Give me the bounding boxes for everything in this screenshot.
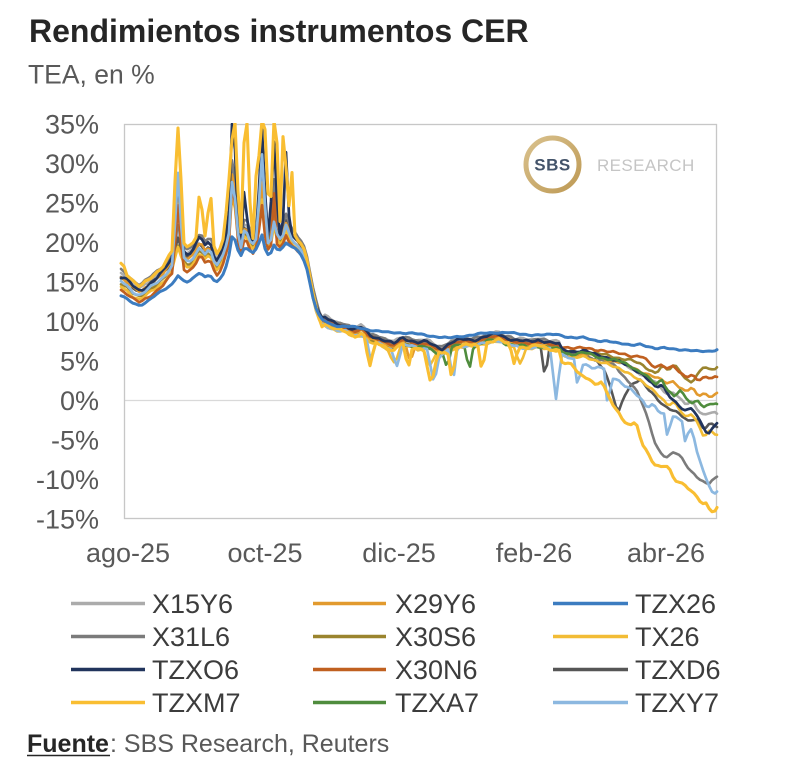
svg-text:abr-26: abr-26 bbox=[627, 538, 705, 568]
svg-text:-5%: -5% bbox=[51, 426, 99, 456]
svg-text:X30S6: X30S6 bbox=[395, 622, 476, 652]
svg-text:X15Y6: X15Y6 bbox=[152, 589, 233, 619]
svg-text:: SBS Research, Reuters: : SBS Research, Reuters bbox=[110, 730, 389, 758]
svg-text:TZXY7: TZXY7 bbox=[635, 688, 719, 718]
svg-text:-15%: -15% bbox=[36, 505, 99, 535]
svg-text:TEA, en %: TEA, en % bbox=[28, 60, 155, 90]
svg-text:RESEARCH: RESEARCH bbox=[597, 156, 695, 175]
svg-text:-10%: -10% bbox=[36, 465, 99, 495]
svg-text:TZXM7: TZXM7 bbox=[152, 688, 241, 718]
svg-text:feb-26: feb-26 bbox=[496, 538, 573, 568]
svg-text:15%: 15% bbox=[45, 268, 99, 298]
svg-text:SBS: SBS bbox=[534, 156, 570, 175]
svg-text:TZXA7: TZXA7 bbox=[395, 688, 479, 718]
svg-text:oct-25: oct-25 bbox=[227, 538, 302, 568]
svg-text:ago-25: ago-25 bbox=[86, 538, 170, 568]
svg-text:X29Y6: X29Y6 bbox=[395, 589, 476, 619]
svg-text:TX26: TX26 bbox=[635, 622, 700, 652]
svg-text:Fuente: Fuente bbox=[27, 730, 109, 758]
svg-text:X30N6: X30N6 bbox=[395, 655, 478, 685]
svg-text:20%: 20% bbox=[45, 228, 99, 258]
svg-text:TZXD6: TZXD6 bbox=[635, 655, 721, 685]
svg-text:Rendimientos instrumentos CER: Rendimientos instrumentos CER bbox=[29, 13, 529, 49]
svg-text:35%: 35% bbox=[45, 110, 99, 140]
svg-text:0%: 0% bbox=[60, 386, 99, 416]
svg-text:TZXO6: TZXO6 bbox=[152, 655, 239, 685]
svg-text:30%: 30% bbox=[45, 149, 99, 179]
svg-text:5%: 5% bbox=[60, 347, 99, 377]
svg-text:X31L6: X31L6 bbox=[152, 622, 230, 652]
svg-text:25%: 25% bbox=[45, 189, 99, 219]
svg-text:10%: 10% bbox=[45, 307, 99, 337]
svg-text:TZX26: TZX26 bbox=[635, 589, 716, 619]
svg-text:dic-25: dic-25 bbox=[362, 538, 436, 568]
